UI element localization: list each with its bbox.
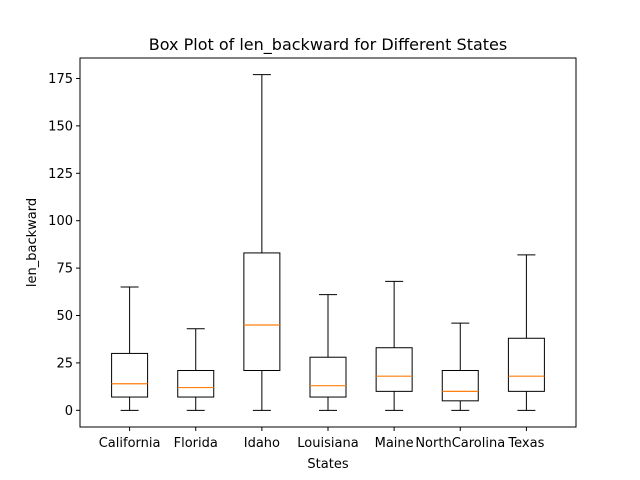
iqr-box	[507, 337, 545, 392]
box-idaho	[243, 74, 281, 411]
iqr-box	[375, 347, 413, 392]
y-tick-label: 0	[65, 404, 73, 419]
plot-area: 0 25 50 75 100 125 150 175 California Florida Idah…	[48, 72, 545, 451]
box-louisiana	[309, 294, 347, 411]
y-tick-label: 175	[48, 72, 73, 87]
x-axis-label: States	[307, 457, 348, 472]
iqr-box	[309, 356, 347, 398]
x-tick-label: Texas	[507, 436, 544, 451]
box-california	[111, 286, 149, 411]
iqr-box	[111, 352, 149, 398]
y-tick-label: 150	[48, 119, 73, 134]
y-axis-label: len_backward	[25, 198, 40, 287]
box-northcarolina	[441, 322, 479, 411]
axes-frame	[79, 57, 577, 428]
y-tick-label: 125	[48, 167, 73, 182]
y-tick-label: 75	[56, 262, 73, 277]
x-tick-label: Idaho	[244, 436, 280, 451]
box-florida	[177, 328, 215, 411]
y-tick-label: 100	[48, 214, 73, 229]
box-texas	[507, 254, 545, 411]
chart-title: Box Plot of len_backward for Different S…	[149, 35, 507, 55]
x-tick-label: NorthCarolina	[415, 436, 505, 451]
iqr-box	[441, 369, 479, 402]
x-tick-label: Florida	[174, 436, 218, 451]
box-maine	[375, 280, 413, 411]
iqr-box	[243, 252, 281, 371]
x-tick-label: Louisiana	[297, 436, 358, 451]
y-tick-label: 50	[56, 309, 73, 324]
y-tick-label: 25	[56, 356, 73, 371]
x-tick-label: Maine	[375, 436, 414, 451]
iqr-box	[177, 369, 215, 398]
x-tick-label: California	[99, 436, 161, 451]
